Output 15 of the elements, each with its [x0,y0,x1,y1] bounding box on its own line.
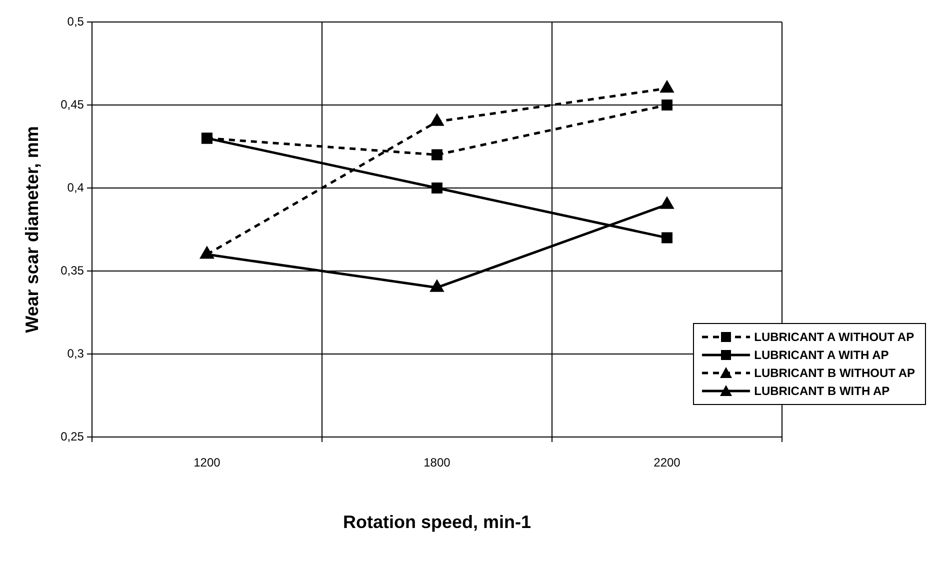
y-tick-label: 0,4 [67,180,84,194]
y-tick-label: 0,25 [60,429,84,444]
y-tick-label: 0,5 [67,14,84,28]
legend-label: LUBRICANT B WITHOUT AP [754,366,915,380]
x-tick-label: 2200 [654,456,681,470]
x-axis-title: Rotation speed, min-1 [342,512,531,532]
y-tick-label: 0,3 [67,346,84,360]
y-tick-label: 0,35 [60,263,84,278]
legend-label: LUBRICANT B WITH AP [754,384,890,398]
x-tick-label: 1200 [194,456,221,470]
y-axis-title: Wear scar diameter, mm [22,126,42,333]
y-tick-label: 0,45 [60,97,84,112]
legend-label: LUBRICANT A WITHOUT AP [754,330,914,344]
legend-label: LUBRICANT A WITH AP [754,348,889,362]
x-tick-label: 1800 [424,456,451,470]
